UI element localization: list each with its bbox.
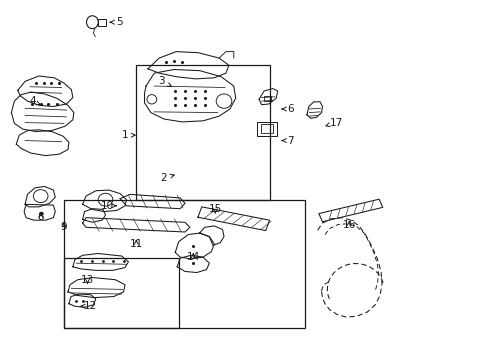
Text: 7: 7 — [281, 136, 294, 145]
Bar — [261, 125, 273, 134]
Text: 1: 1 — [122, 130, 135, 140]
Bar — [98, 19, 106, 26]
Bar — [264, 96, 271, 101]
Text: 12: 12 — [81, 301, 97, 311]
Text: 8: 8 — [37, 212, 44, 221]
Text: 4: 4 — [29, 96, 41, 106]
Text: 9: 9 — [61, 222, 67, 231]
Text: 6: 6 — [281, 104, 294, 114]
Text: 17: 17 — [325, 118, 342, 128]
Bar — [256, 122, 277, 136]
Text: 3: 3 — [158, 76, 171, 86]
Text: 11: 11 — [129, 239, 142, 249]
Text: 2: 2 — [161, 173, 174, 183]
Text: 13: 13 — [81, 275, 94, 285]
Text: 16: 16 — [342, 220, 355, 230]
Text: 5: 5 — [110, 17, 122, 27]
Text: 15: 15 — [208, 204, 222, 215]
Text: 14: 14 — [186, 252, 200, 262]
Bar — [136, 65, 270, 200]
Text: 10: 10 — [100, 201, 116, 211]
Bar — [64, 201, 305, 328]
Bar — [64, 258, 178, 328]
